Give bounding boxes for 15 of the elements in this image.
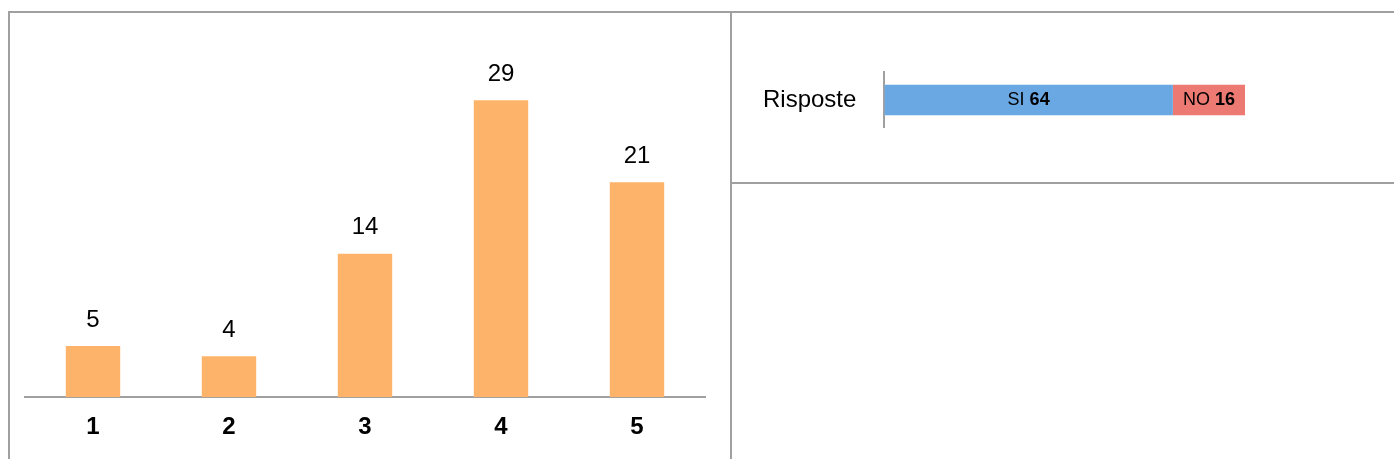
series-label: SI xyxy=(1007,88,1030,109)
data-label: 29 xyxy=(487,58,515,86)
x-tick-label: 3 xyxy=(358,412,372,440)
data-label: 21 xyxy=(623,140,651,168)
data-label: 4 xyxy=(222,314,236,342)
data-label: 64 xyxy=(1029,88,1050,109)
data-label: 5 xyxy=(86,304,100,332)
data-label: 16 xyxy=(1214,88,1235,109)
y-tick-label: Risposte xyxy=(763,84,857,112)
x-tick-label: 2 xyxy=(222,412,236,440)
data-label: 14 xyxy=(351,212,379,240)
x-tick-label: 4 xyxy=(494,412,509,440)
series-label: NO xyxy=(1182,88,1215,109)
x-tick-label: 5 xyxy=(630,412,644,440)
x-tick-label: 1 xyxy=(86,412,100,440)
